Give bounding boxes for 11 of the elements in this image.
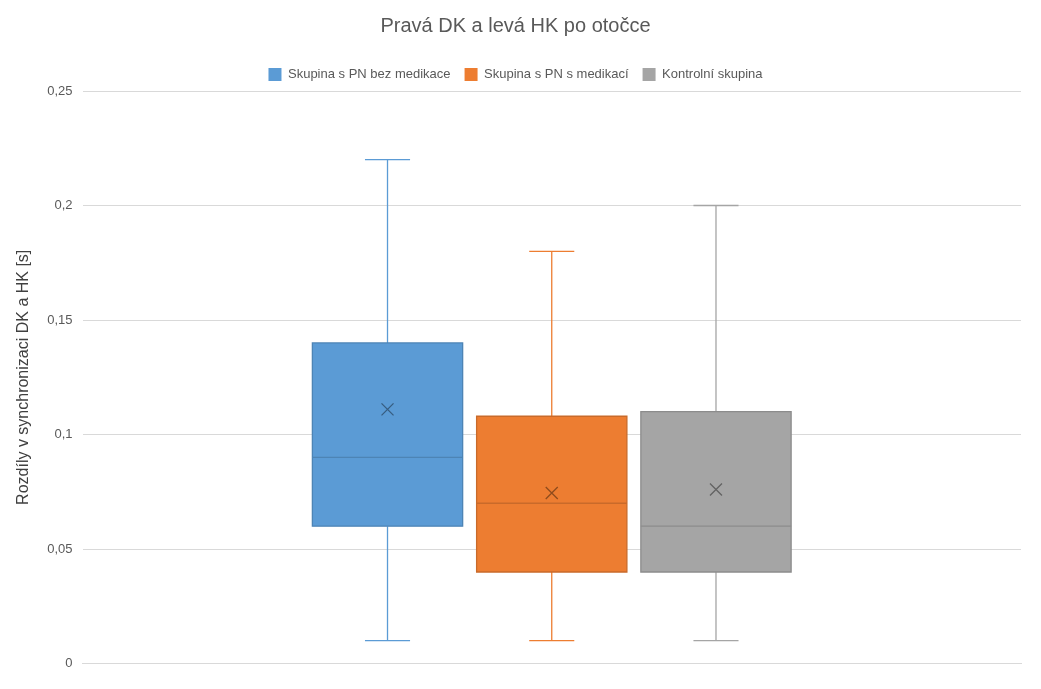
- y-tick-label: 0,2: [54, 197, 73, 213]
- y-tick-label: 0,15: [47, 311, 73, 327]
- y-axis-title: Rozdíly v synchronizaci DK a HK [s]: [14, 249, 32, 505]
- y-tick-label: 0,05: [47, 540, 73, 556]
- y-tick-label: 0: [65, 655, 73, 671]
- y-tick-label: 0,1: [54, 426, 73, 442]
- legend-label: Kontrolní skupina: [662, 66, 764, 82]
- legend-label: Skupina s PN bez medikace: [287, 66, 451, 82]
- chart-title: Pravá DK a levá HK po otočce: [380, 13, 651, 36]
- y-tick-label: 0,25: [47, 82, 73, 98]
- legend-label: Skupina s PN s medikací: [484, 66, 629, 82]
